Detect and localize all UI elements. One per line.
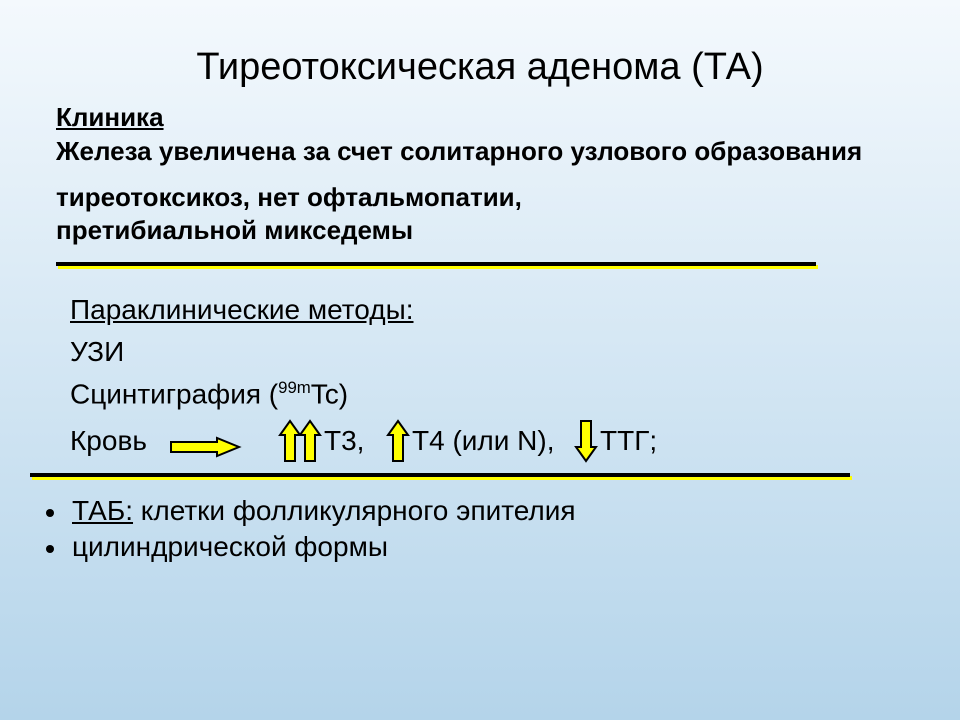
slide-title: Тиреотоксическая аденома (ТА) — [0, 0, 960, 99]
arrow-down-ttg-icon — [574, 419, 598, 463]
bullet-2: цилиндрической формы — [46, 531, 960, 563]
paraclinical-section: Параклинические методы: УЗИ Сцинтиграфия… — [0, 266, 960, 462]
slide: Тиреотоксическая аденома (ТА) Клиника Же… — [0, 0, 960, 720]
arrow-right-icon — [168, 435, 242, 459]
bullet-dot-icon — [46, 545, 54, 553]
row-uzi: УЗИ — [70, 336, 890, 368]
bullet-1-post: клетки фолликулярного эпителия — [133, 495, 576, 526]
scinti-post: Tc) — [311, 379, 348, 410]
blood-label: Кровь — [70, 425, 147, 457]
scinti-sup: 99m — [278, 378, 311, 397]
scinti-pre: Сцинтиграфия ( — [70, 379, 278, 410]
row-scintigraphy: Сцинтиграфия (99mTc) — [70, 378, 890, 410]
bullet-dot-icon — [46, 509, 54, 517]
arrow-up-t4-icon — [386, 419, 410, 463]
bullet-1: ТАБ: клетки фолликулярного эпителия — [46, 495, 960, 527]
t3-label: Т3, — [324, 425, 364, 457]
bullet-2-text: цилиндрической формы — [72, 531, 388, 563]
clinical-heading: Клиника — [56, 102, 164, 132]
clinical-line-1: Железа увеличена за счет солитарного узл… — [56, 135, 904, 169]
ttg-label: ТТГ; — [600, 425, 657, 457]
clinical-section: Клиника Железа увеличена за счет солитар… — [0, 101, 960, 248]
row-blood: Кровь Т3, Т4 (или N), — [70, 421, 890, 463]
clinical-line-2: тиреотоксикоз, нет офтальмопатии, — [56, 181, 904, 215]
bullet-1-pre: ТАБ: — [72, 495, 133, 526]
bullet-section: ТАБ: клетки фолликулярного эпителия цили… — [0, 477, 960, 563]
clinical-line-3: претибиальной микседемы — [56, 214, 904, 248]
arrow-up-t3-2-icon — [298, 419, 322, 463]
bullet-1-text: ТАБ: клетки фолликулярного эпителия — [72, 495, 576, 527]
paraclinical-heading: Параклинические методы: — [70, 294, 414, 325]
t4-label: Т4 (или N), — [412, 425, 555, 457]
